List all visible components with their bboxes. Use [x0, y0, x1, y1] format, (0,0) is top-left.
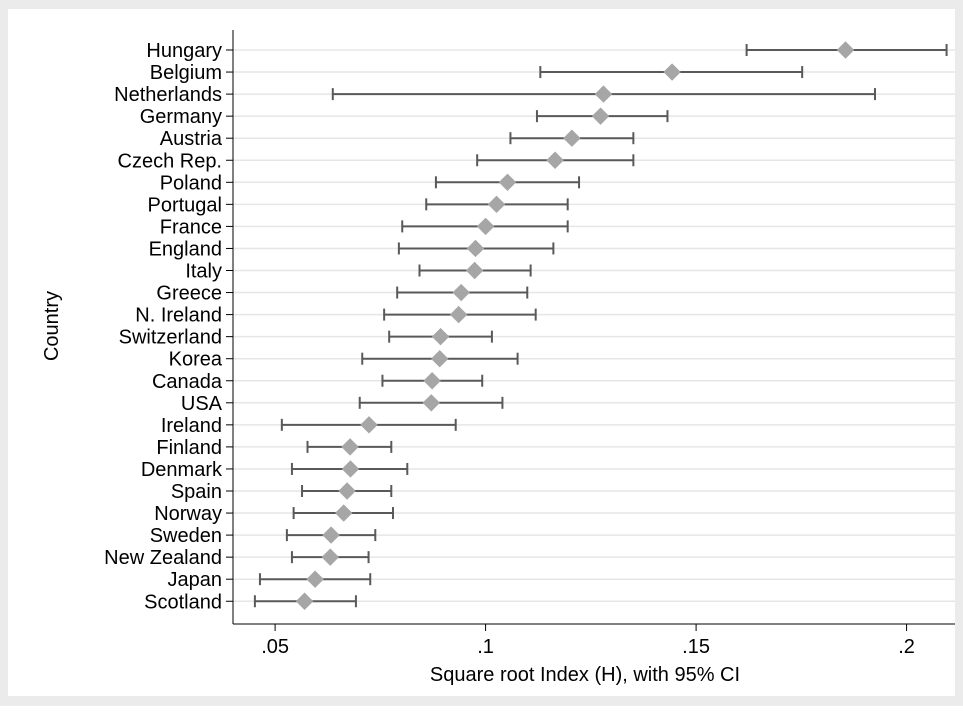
y-tick-label: Sweden — [150, 525, 222, 547]
point-marker — [322, 526, 340, 544]
point-marker — [836, 41, 855, 59]
point-marker — [476, 217, 495, 236]
point-marker — [466, 239, 485, 258]
x-tick-label: .1 — [477, 636, 494, 658]
y-tick-label: Poland — [160, 172, 222, 194]
grid-lines — [233, 49, 955, 602]
point-marker — [321, 548, 339, 566]
point-marker — [422, 394, 440, 412]
y-tick-label: Portugal — [148, 194, 223, 216]
y-tick-label: USA — [181, 393, 223, 415]
point-marker — [430, 349, 449, 368]
y-tick-label: Spain — [171, 481, 222, 503]
point-marker — [295, 592, 314, 610]
point-marker — [465, 261, 484, 280]
tick-labels: .05 .1 .15 .2 HungaryBelgiumNetherlandsGerma… — [104, 40, 915, 658]
point-marker — [563, 129, 581, 147]
point-marker — [338, 482, 356, 500]
point-marker — [591, 107, 610, 125]
point-marker — [423, 372, 441, 390]
y-tick-label: Ireland — [161, 415, 222, 437]
point-marker — [335, 504, 353, 522]
point-marker — [449, 305, 468, 324]
y-tick-label: Germany — [140, 106, 222, 128]
y-tick-label: Belgium — [150, 62, 222, 84]
point-estimates — [295, 41, 855, 610]
x-tick-label: .05 — [261, 636, 289, 658]
point-marker — [341, 460, 360, 478]
y-axis-title: Country — [41, 291, 63, 361]
y-tick-label: Canada — [152, 371, 223, 393]
y-tick-label: N. Ireland — [135, 305, 222, 327]
y-tick-label: Korea — [169, 349, 223, 371]
y-tick-label: Switzerland — [119, 327, 222, 349]
y-tick-label: Greece — [156, 283, 222, 305]
x-axis-title: Square root Index (H), with 95% CI — [430, 664, 740, 686]
y-tick-label: France — [160, 216, 222, 238]
y-tick-label: New Zealand — [104, 547, 222, 569]
point-marker — [594, 85, 613, 103]
confidence-intervals — [253, 44, 948, 608]
point-marker — [663, 63, 681, 81]
point-marker — [341, 438, 359, 456]
y-tick-label: Hungary — [146, 40, 222, 62]
y-tick-label: Italy — [185, 261, 222, 283]
x-tick-label: .2 — [898, 636, 915, 658]
point-marker — [306, 570, 324, 588]
y-tick-label: Norway — [154, 503, 222, 525]
point-marker — [487, 195, 506, 214]
y-tick-label: Scotland — [144, 591, 222, 613]
y-tick-label: Austria — [160, 128, 223, 150]
y-tick-label: Japan — [168, 569, 223, 591]
point-marker — [546, 151, 564, 169]
plot-area — [8, 9, 955, 696]
point-marker — [431, 327, 450, 346]
point-marker — [360, 416, 378, 434]
y-tick-label: Finland — [156, 437, 222, 459]
y-tick-label: England — [149, 238, 222, 260]
y-tick-label: Czech Rep. — [118, 150, 223, 172]
y-tick-label: Denmark — [141, 459, 223, 481]
x-tick-label: .15 — [682, 636, 710, 658]
point-marker — [452, 283, 470, 302]
y-tick-label: Netherlands — [114, 84, 222, 106]
axes — [226, 30, 955, 631]
point-marker — [498, 173, 517, 192]
